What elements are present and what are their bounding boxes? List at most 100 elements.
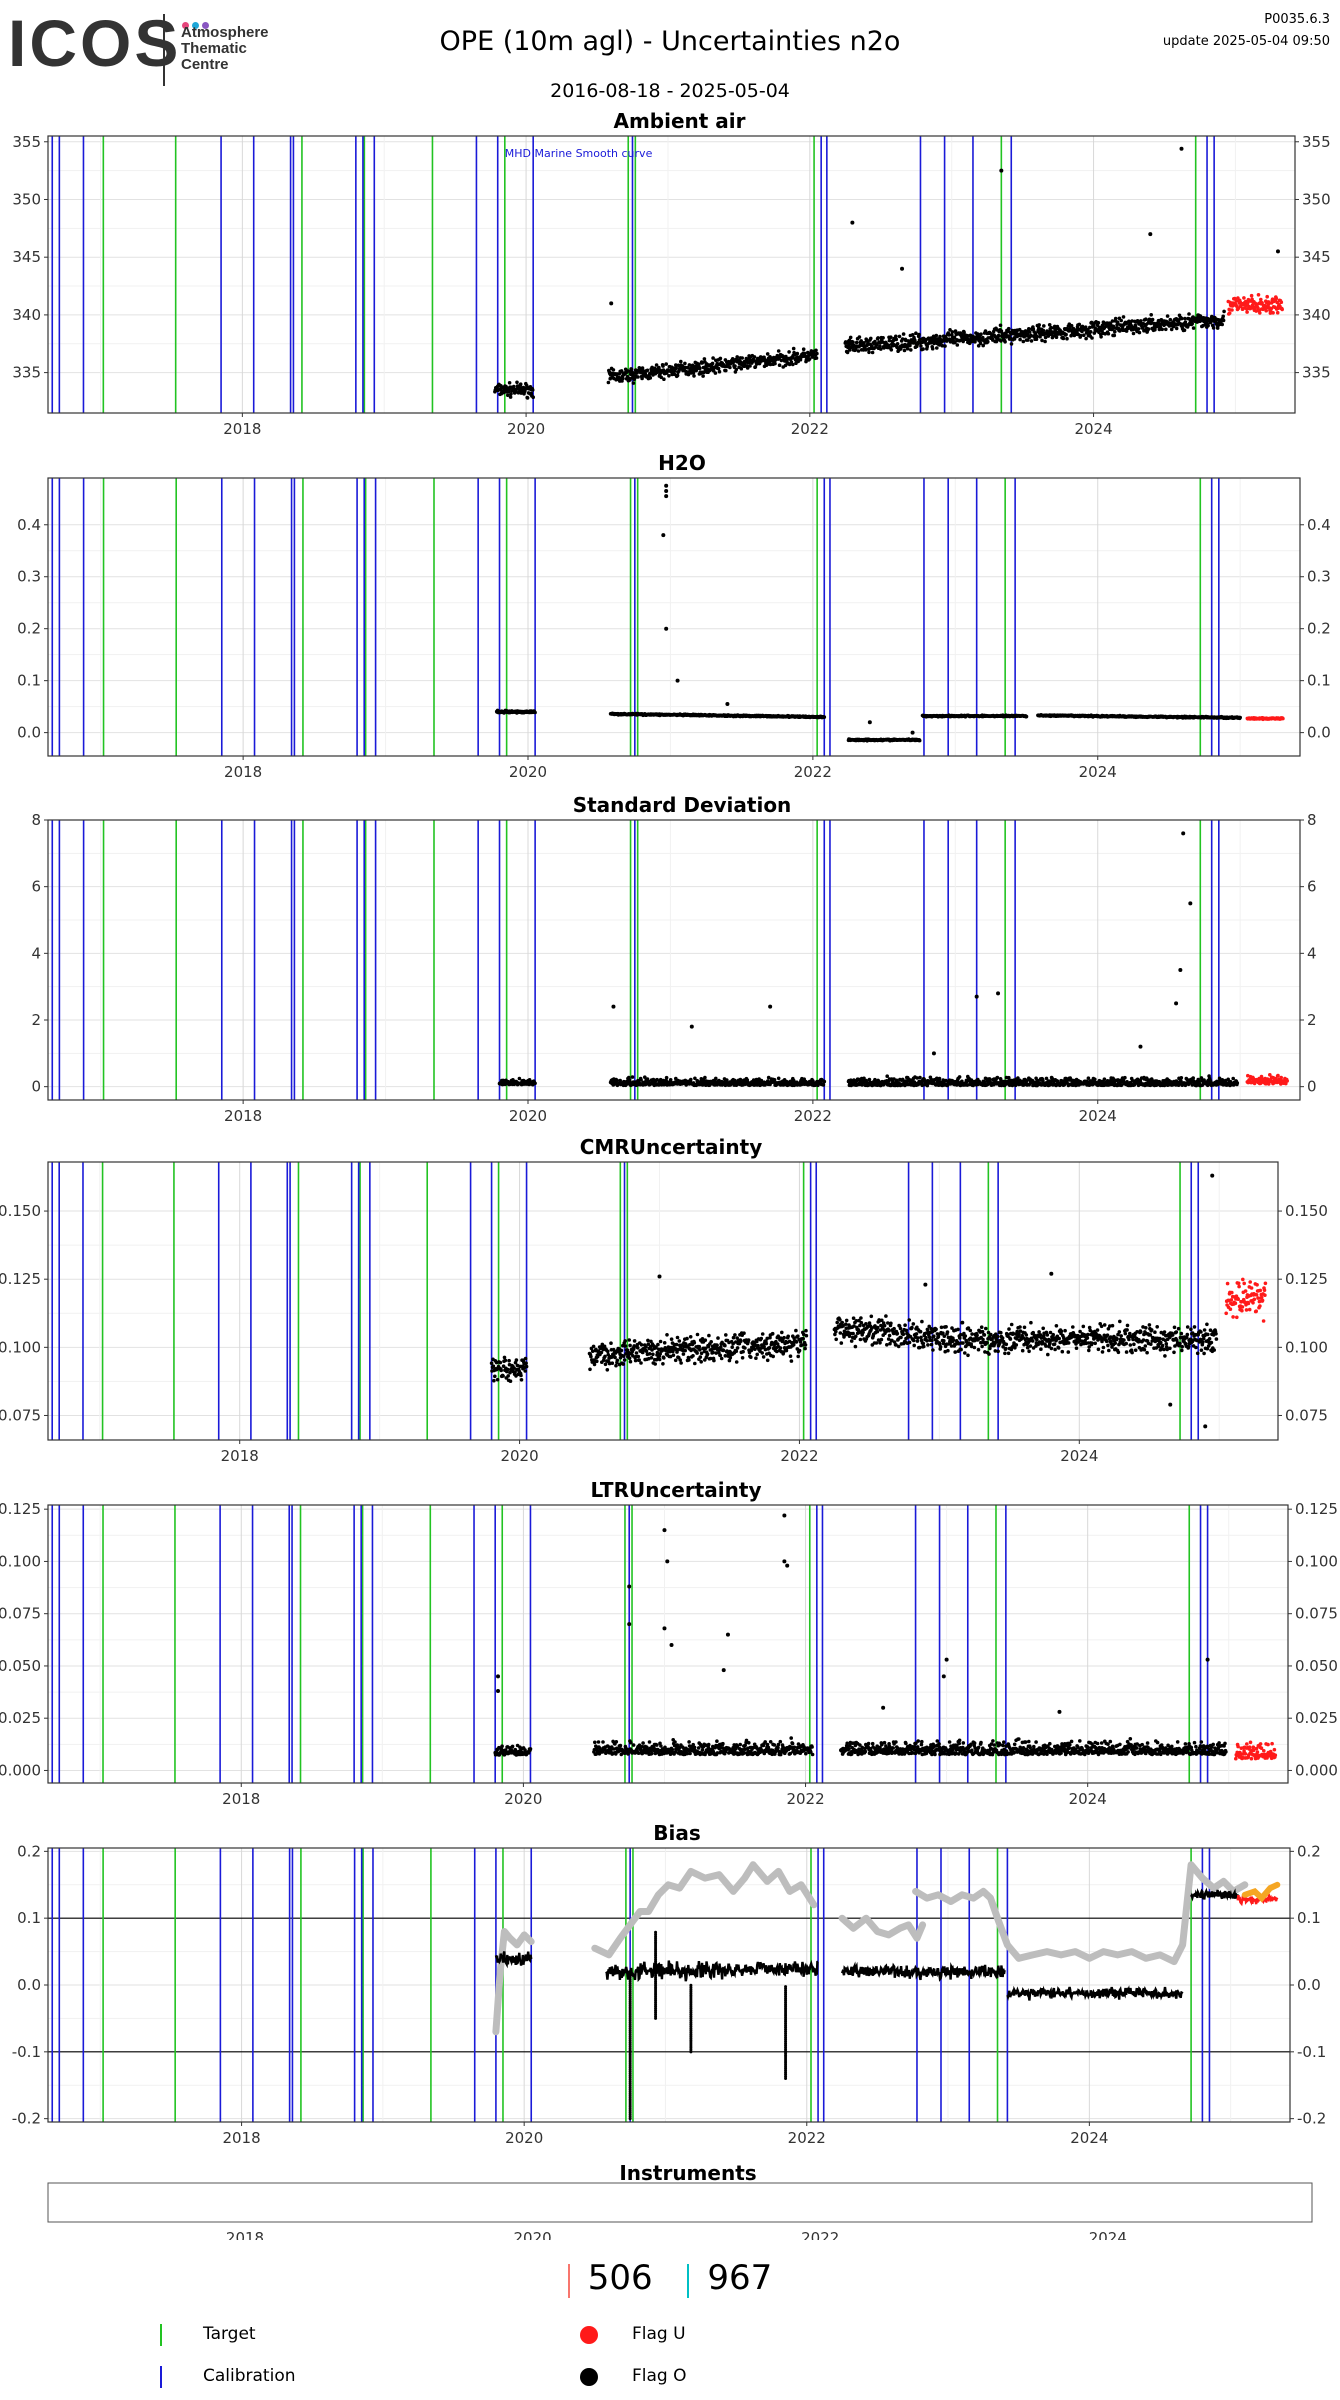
stddev-point-flag-o bbox=[957, 1075, 962, 1079]
ambient-point-flag-o bbox=[1003, 340, 1007, 344]
ambient-xtick-label: 2018 bbox=[223, 420, 261, 438]
cmr-point-flag-o bbox=[623, 1339, 627, 1343]
ambient-point-flag-o bbox=[1149, 313, 1153, 317]
h2o-xtick-label: 2018 bbox=[224, 763, 262, 781]
cmr-point-flag-o bbox=[631, 1347, 636, 1351]
ambient-point-flag-o bbox=[870, 350, 875, 355]
ambient-point-flag-o bbox=[724, 368, 728, 373]
cmr-point-flag-o bbox=[611, 1347, 616, 1352]
ambient-point-flag-o bbox=[776, 349, 781, 353]
stddev-point-flag-o bbox=[937, 1076, 942, 1081]
ambient-point-flag-o bbox=[659, 375, 663, 380]
stddev-outlier-point bbox=[1181, 831, 1186, 836]
ambient-point-flag-u bbox=[1250, 303, 1255, 308]
h2o-xtick-label: 2022 bbox=[794, 763, 832, 781]
ambient-point-flag-o bbox=[683, 361, 687, 366]
cmr-point-flag-o bbox=[514, 1358, 519, 1362]
ambient-point-flag-o bbox=[894, 334, 898, 339]
stddev-point-flag-o bbox=[1044, 1076, 1049, 1081]
cmr-point-flag-o bbox=[505, 1367, 510, 1372]
cmr-point-flag-o bbox=[589, 1354, 593, 1359]
stddev-outlier-point bbox=[689, 1024, 694, 1029]
ambient-point-flag-o bbox=[901, 332, 906, 336]
ambient-point-flag-o bbox=[864, 348, 868, 352]
ambient-point-flag-o bbox=[1110, 319, 1115, 323]
stddev-outlier-point bbox=[1188, 901, 1193, 906]
ambient-point-flag-o bbox=[1160, 327, 1164, 332]
cmr-point-flag-o bbox=[594, 1347, 598, 1352]
ambient-point-flag-o bbox=[1131, 331, 1136, 336]
h2o-point-flag-o bbox=[533, 710, 537, 715]
ambient-outlier-point bbox=[1148, 232, 1153, 237]
stddev-point-flag-o bbox=[533, 1081, 537, 1086]
ambient-point-flag-o bbox=[1043, 339, 1047, 344]
cmr-point-flag-o bbox=[639, 1361, 643, 1365]
cmr-point-flag-o bbox=[523, 1356, 528, 1361]
ambient-point-flag-o bbox=[1092, 331, 1097, 335]
cmr-point-flag-o bbox=[644, 1345, 648, 1349]
ambient-point-flag-o bbox=[1047, 323, 1052, 327]
stddev-outlier-point bbox=[611, 1004, 616, 1009]
ambient-point-flag-o bbox=[889, 348, 894, 352]
ambient-point-flag-o bbox=[962, 330, 966, 335]
stddev-point-flag-o bbox=[915, 1076, 919, 1080]
ambient-point-flag-u bbox=[1227, 307, 1231, 312]
ambient-outlier-point bbox=[1179, 146, 1184, 151]
ambient-point-flag-u bbox=[1271, 311, 1275, 315]
h2o-ytick-label-right: 0.1 bbox=[1307, 672, 1331, 690]
ambient-point-flag-u bbox=[1259, 297, 1263, 302]
cmr-point-flag-o bbox=[508, 1379, 513, 1383]
ambient-point-flag-o bbox=[631, 381, 636, 385]
h2o-outlier-point bbox=[675, 678, 680, 683]
cmr-point-flag-o bbox=[628, 1343, 632, 1348]
ambient-point-flag-o bbox=[1190, 322, 1194, 326]
icos-logo: ICOS bbox=[8, 6, 182, 80]
h2o-outlier-point bbox=[664, 494, 669, 499]
ambient-point-flag-o bbox=[999, 339, 1003, 343]
ambient-point-flag-o bbox=[952, 335, 957, 340]
ambient-point-flag-o bbox=[1009, 342, 1014, 346]
stddev-outlier-point bbox=[996, 991, 1001, 996]
stddev-frame bbox=[47, 819, 1301, 1101]
stddev-point-flag-o bbox=[995, 1075, 1000, 1080]
ambient-point-flag-o bbox=[930, 346, 935, 351]
ambient-point-flag-o bbox=[1041, 328, 1046, 333]
cmr-point-flag-o bbox=[508, 1370, 512, 1375]
ambient-point-flag-o bbox=[961, 339, 965, 344]
ambient-point-flag-u bbox=[1265, 294, 1269, 299]
h2o-frame bbox=[47, 477, 1301, 757]
ambient-point-flag-o bbox=[691, 370, 696, 375]
ambient-point-flag-o bbox=[1027, 327, 1031, 331]
ambient-point-flag-o bbox=[661, 364, 665, 368]
cmr-point-flag-o bbox=[621, 1354, 626, 1358]
ambient-point-flag-o bbox=[814, 348, 818, 353]
ambient-point-flag-u bbox=[1245, 310, 1249, 314]
ambient-ytick-label-left: 335 bbox=[12, 364, 41, 382]
h2o-ytick-label-right: 0.2 bbox=[1307, 620, 1331, 638]
ambient-point-flag-o bbox=[773, 361, 777, 366]
stddev-point-flag-o bbox=[944, 1078, 948, 1083]
ambient-point-flag-o bbox=[976, 344, 981, 348]
ambient-point-flag-o bbox=[787, 350, 791, 354]
ambient-point-flag-o bbox=[795, 351, 800, 356]
h2o-outlier-point bbox=[661, 533, 666, 538]
ambient-point-flag-o bbox=[934, 333, 939, 338]
cmr-point-flag-o bbox=[636, 1346, 640, 1350]
cmr-point-flag-o bbox=[632, 1339, 637, 1343]
ambient-point-flag-o bbox=[1210, 314, 1214, 319]
stddev-point-flag-u bbox=[1285, 1079, 1289, 1083]
stddev-point-flag-u bbox=[1246, 1073, 1250, 1078]
ambient-point-flag-o bbox=[1088, 325, 1092, 330]
stddev-ytick-label-right: 6 bbox=[1307, 878, 1317, 896]
ambient-point-flag-o bbox=[1084, 336, 1088, 341]
ambient-point-flag-o bbox=[894, 337, 899, 342]
h2o-ytick-label-left: 0.2 bbox=[17, 620, 41, 638]
cmr-point-flag-o bbox=[512, 1366, 516, 1370]
ambient-point-flag-o bbox=[1077, 322, 1082, 327]
ambient-point-flag-o bbox=[515, 380, 519, 385]
ambient-point-flag-o bbox=[1222, 309, 1226, 314]
cmr-point-flag-o bbox=[603, 1354, 607, 1359]
ambient-point-flag-o bbox=[718, 356, 723, 361]
ambient-point-flag-o bbox=[908, 343, 912, 348]
